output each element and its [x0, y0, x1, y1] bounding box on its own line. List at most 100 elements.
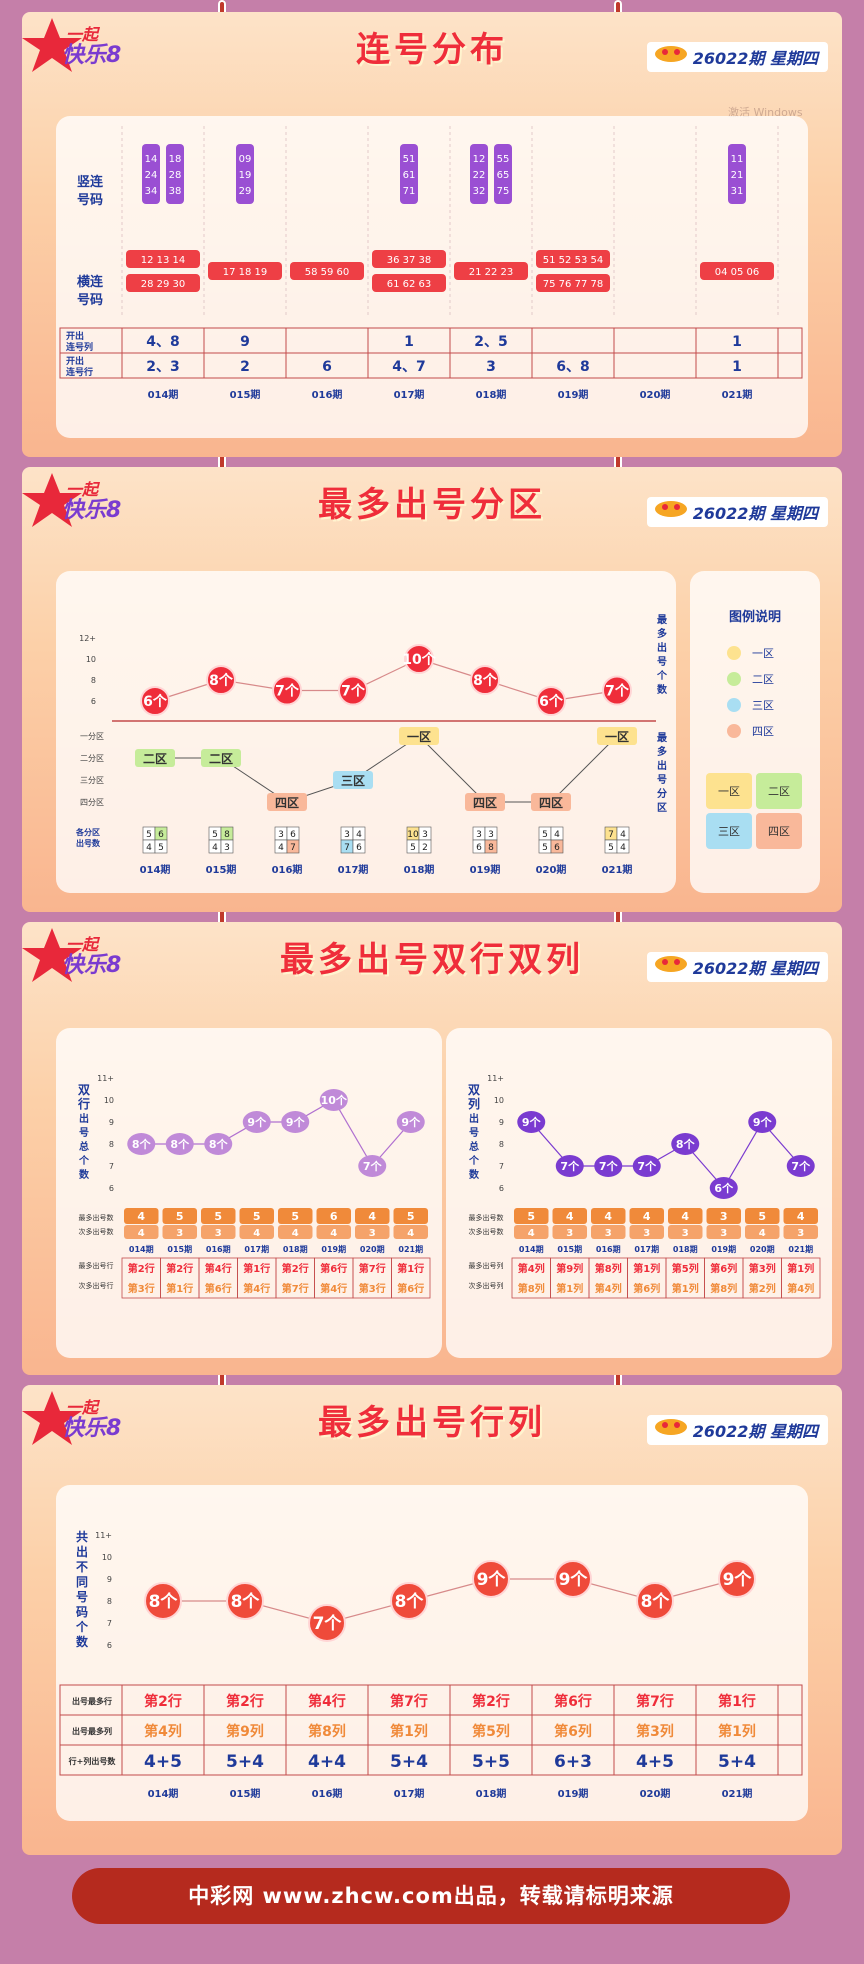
series-marker — [472, 1560, 510, 1598]
period-label: 017期 — [394, 388, 425, 401]
zone-label: 四区 — [473, 796, 497, 810]
vertical-number: 14 — [145, 154, 158, 165]
legend-box-label: 二区 — [768, 785, 790, 798]
second-value: 3 — [720, 1228, 727, 1239]
row-value: 第3行 — [359, 1282, 386, 1295]
consecutive-panel: 一起 快乐8 连号分布 26022期 星期四 激活 Windows 竖连 号码 横连… — [22, 12, 842, 457]
row-value: 第3行 — [128, 1282, 155, 1295]
series-marker — [226, 1582, 264, 1620]
pin — [218, 905, 226, 931]
row-value: 第2行 — [166, 1262, 193, 1275]
max-cell — [201, 1208, 236, 1224]
period-label: 016期 — [312, 388, 343, 401]
period-label: 018期 — [404, 863, 435, 876]
horizontal-block — [536, 274, 610, 292]
col-value: 第8列 — [308, 1723, 346, 1740]
count-marker — [470, 665, 500, 695]
zone-marker — [399, 727, 439, 745]
panel-title: 最多出号行列 — [318, 1403, 546, 1443]
second-value: 4 — [330, 1228, 337, 1239]
row-label: 出号最多列 — [72, 1726, 112, 1736]
grid-value: 3 — [422, 830, 428, 840]
vertical-number: 29 — [239, 186, 252, 197]
zone-label: 二区 — [143, 752, 167, 766]
row-value: 第4列 — [595, 1282, 622, 1295]
y-tick: 11+ — [95, 1531, 112, 1540]
max-value: 3 — [720, 1210, 728, 1223]
period-label: 018期 — [283, 1244, 308, 1254]
row-value: 第3列 — [749, 1262, 776, 1275]
table-cell — [391, 1257, 431, 1299]
horizontal-block — [290, 262, 364, 280]
legend-box — [756, 773, 802, 809]
row-value: 6 — [322, 359, 332, 375]
max-value: 4 — [604, 1210, 612, 1223]
series-marker — [786, 1155, 815, 1177]
series-label: 9个 — [401, 1115, 421, 1129]
grid-value: 8 — [488, 843, 494, 853]
y-tick: 6 — [91, 697, 96, 706]
mascot-icon — [654, 501, 687, 517]
row-value: 第1行 — [718, 1693, 756, 1710]
zone-line — [155, 735, 618, 803]
period-label: 014期 — [148, 1787, 179, 1800]
period-label: 016期 — [596, 1244, 621, 1254]
series-marker — [308, 1604, 346, 1642]
grid-value: 6 — [290, 830, 296, 840]
zone-marker — [267, 793, 307, 811]
axis-label: 个 — [468, 1154, 480, 1167]
series-label: 7个 — [363, 1159, 383, 1173]
y-tick: 6 — [107, 1641, 112, 1650]
max-cell — [629, 1208, 664, 1224]
max-cell — [239, 1208, 274, 1224]
grid-value: 6 — [476, 843, 482, 853]
second-value: 4 — [759, 1228, 766, 1239]
y-tick: 8 — [499, 1140, 504, 1149]
row-value: 第4行 — [243, 1282, 270, 1295]
axis-label: 双 — [468, 1083, 480, 1097]
axis-label: 出 — [76, 1544, 88, 1559]
period-label: 014期 — [148, 388, 179, 401]
axis-label: 号 — [76, 1589, 88, 1604]
period-label: 020期 — [536, 863, 567, 876]
series-label: 7个 — [637, 1159, 657, 1173]
y-tick: 8 — [91, 676, 96, 685]
max-cell — [355, 1208, 390, 1224]
series-label: 7个 — [560, 1159, 580, 1173]
col-value: 1 — [732, 334, 742, 350]
pin — [614, 450, 622, 476]
grid-value: 7 — [608, 830, 614, 840]
axis-label: 数 — [469, 1168, 480, 1181]
table-frame — [59, 1684, 803, 1776]
series-marker — [709, 1177, 738, 1199]
period-label: 018期 — [673, 1244, 698, 1254]
max-cell — [745, 1208, 780, 1224]
pin — [614, 1368, 622, 1394]
zone-marker — [333, 771, 373, 789]
second-cell — [239, 1225, 274, 1239]
issue-badge: 26022期 星期四 — [646, 497, 828, 527]
second-cell — [591, 1225, 626, 1239]
sum-value: 5+4 — [226, 1752, 264, 1772]
vertical-label: 号码 — [77, 193, 103, 208]
second-value: 4 — [528, 1228, 535, 1239]
second-cell — [393, 1225, 428, 1239]
axis-label: 双 — [78, 1083, 90, 1097]
row-value: 第1行 — [166, 1282, 193, 1295]
zone-tick: 四分区 — [80, 798, 104, 807]
row-value: 第7行 — [282, 1282, 309, 1295]
legend-box-label: 一区 — [718, 785, 740, 798]
series-label: 9个 — [753, 1115, 773, 1129]
count-marker — [272, 675, 302, 706]
right-label: 最 — [657, 614, 668, 626]
legend-label: 四区 — [752, 725, 774, 738]
row-label: 次多出号数 — [469, 1227, 504, 1236]
row-value: 第6列 — [633, 1282, 660, 1295]
grid-value: 4 — [278, 843, 284, 853]
grid-value: 4 — [146, 843, 152, 853]
series-marker — [555, 1155, 584, 1177]
period-label: 020期 — [750, 1244, 775, 1254]
row-value: 6、8 — [556, 359, 589, 375]
panel-title: 最多出号双行双列 — [280, 940, 584, 980]
